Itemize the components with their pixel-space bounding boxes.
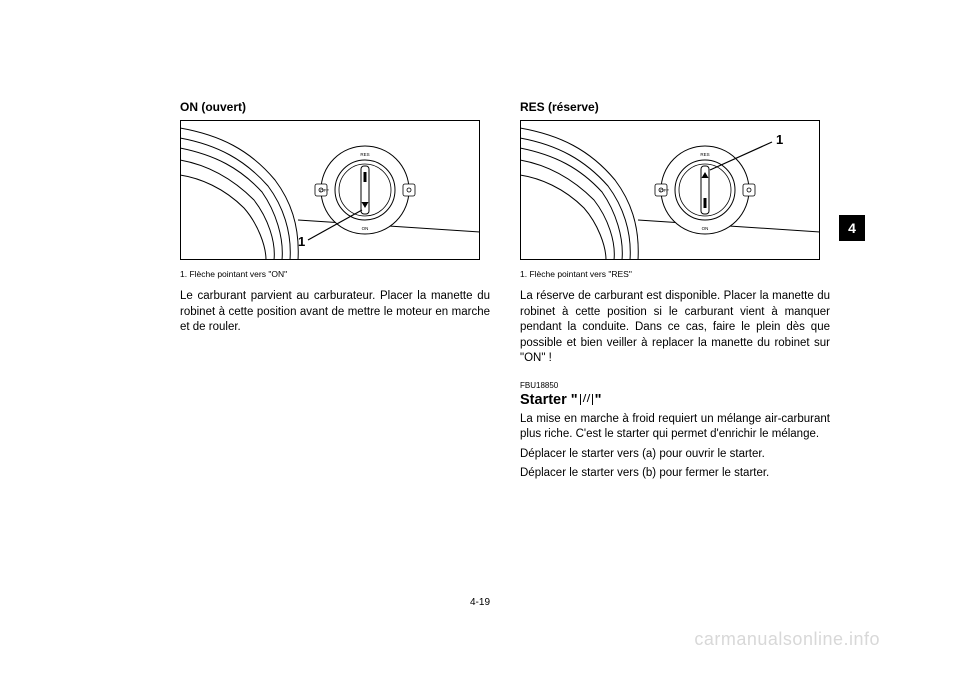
knob-label-on: ON [362,226,369,231]
on-body: Le carburant parvient au carburateur. Pl… [180,289,490,336]
knob-label-res: RES [360,152,369,157]
starter-title-suffix: " [595,392,602,408]
knob-label-off: OFF [660,188,669,193]
right-column: RES (réserve) [520,100,830,482]
chapter-tab: 4 [839,215,865,241]
res-caption: 1. Flèche pointant vers "RES" [520,269,830,279]
left-column: ON (ouvert) [180,100,490,482]
knob-label-res: RES [700,152,709,157]
on-figure: RES OFF ON 1 [180,120,480,260]
res-heading: RES (réserve) [520,100,830,114]
on-callout-number: 1 [298,234,305,249]
starter-section-code: FBU18850 [520,381,830,390]
page-number: 4-19 [0,597,960,608]
manual-page: ON (ouvert) [0,0,960,678]
starter-body-3: Déplacer le starter vers (b) pour fermer… [520,466,830,482]
knob-label-off: OFF [320,188,329,193]
starter-title-prefix: Starter " [520,392,578,408]
knob-label-on: ON [702,226,709,231]
res-body: La réserve de carburant est disponible. … [520,289,830,367]
watermark: carmanualsonline.info [694,629,880,650]
starter-section-title: Starter " " [520,392,830,408]
choke-icon [580,394,593,405]
res-figure: RES OFF ON 1 [520,120,820,260]
starter-body-2: Déplacer le starter vers (a) pour ouvrir… [520,447,830,463]
on-heading: ON (ouvert) [180,100,490,114]
on-caption: 1. Flèche pointant vers "ON" [180,269,490,279]
res-callout-number: 1 [776,132,783,147]
two-column-layout: ON (ouvert) [180,100,830,482]
starter-body-1: La mise en marche à froid requiert un mé… [520,412,830,443]
